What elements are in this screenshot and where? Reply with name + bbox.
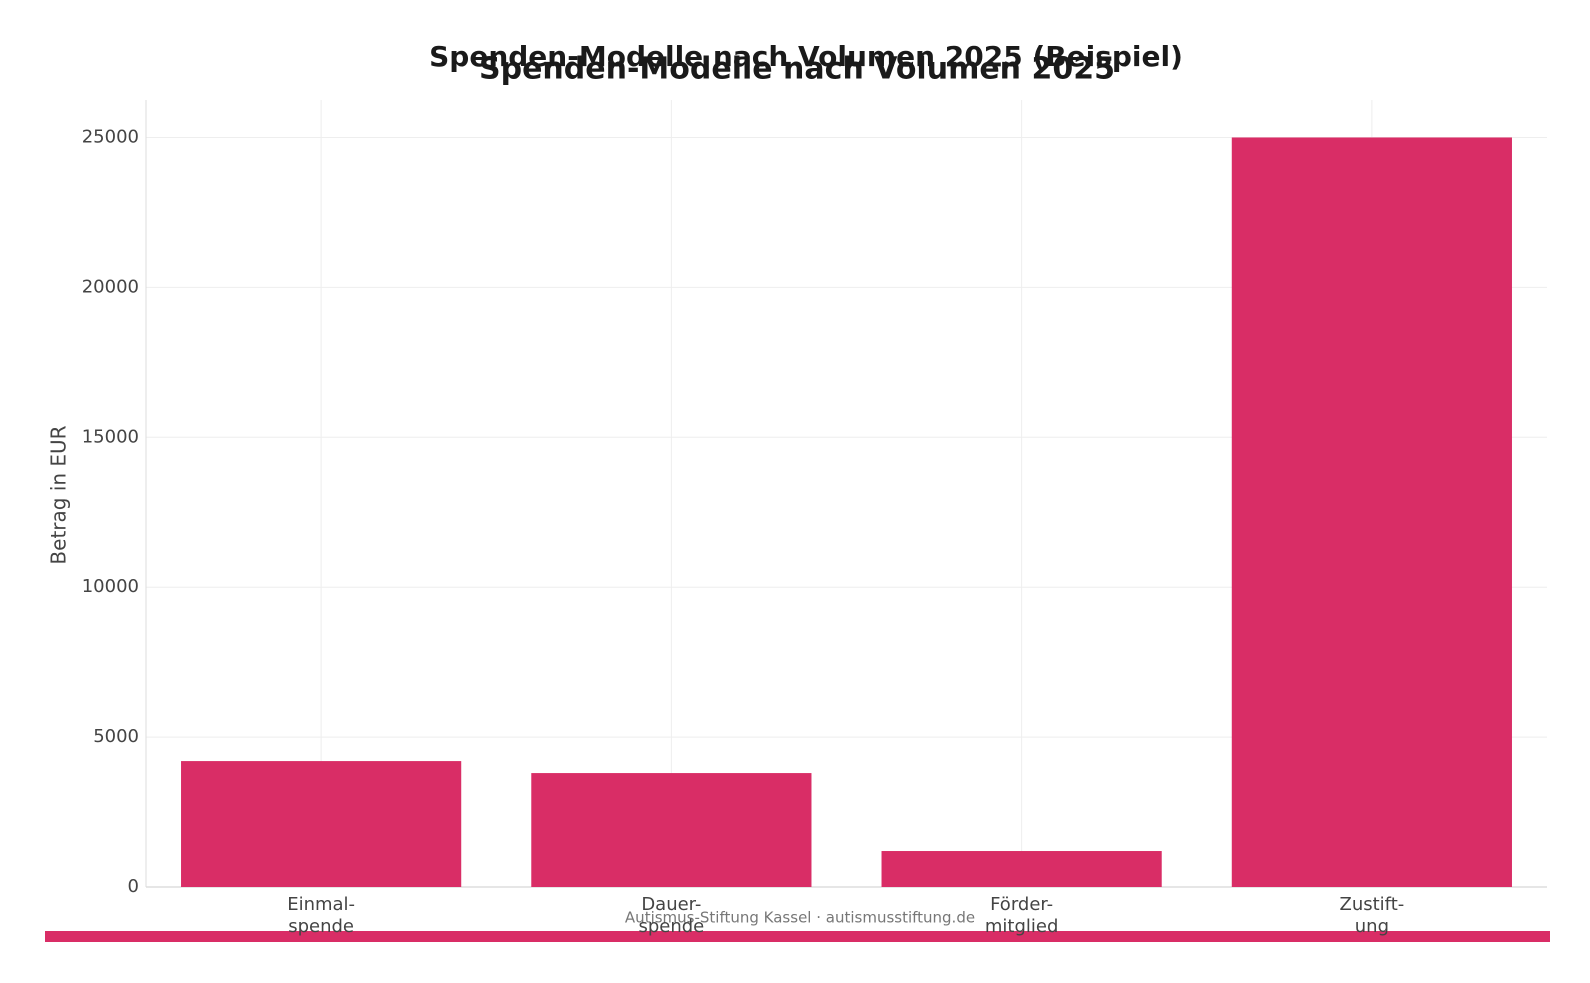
bar [1231,137,1512,887]
y-tick-label: 0 [128,876,139,897]
y-tick-label: 10000 [82,576,139,597]
chart-title: Spenden-Modelle nach Volumen 2025 (Beisp… [429,40,1183,73]
footer: Autismus-Stiftung Kassel · autismusstift… [625,909,975,927]
x-tick-label: Dauer- spende [638,894,705,937]
chart-subtitle: Spenden-Modelle nach Volumen 2025 [479,52,1115,87]
bar [181,761,462,887]
y-tick-label: 15000 [82,426,139,447]
x-tick-label: Einmal- spende [287,894,356,937]
y-tick-label: 25000 [82,126,139,147]
y-tick-label: 20000 [82,276,139,297]
y-tick-label: 5000 [93,726,139,747]
bar [881,851,1162,887]
x-tick-label: Zustift- ung [1339,894,1405,937]
x-tick-label: Förder- mitglied [984,894,1059,937]
y-axis-title: Betrag in EUR [47,425,71,564]
bar [531,773,812,887]
footer-bar [45,931,1550,942]
